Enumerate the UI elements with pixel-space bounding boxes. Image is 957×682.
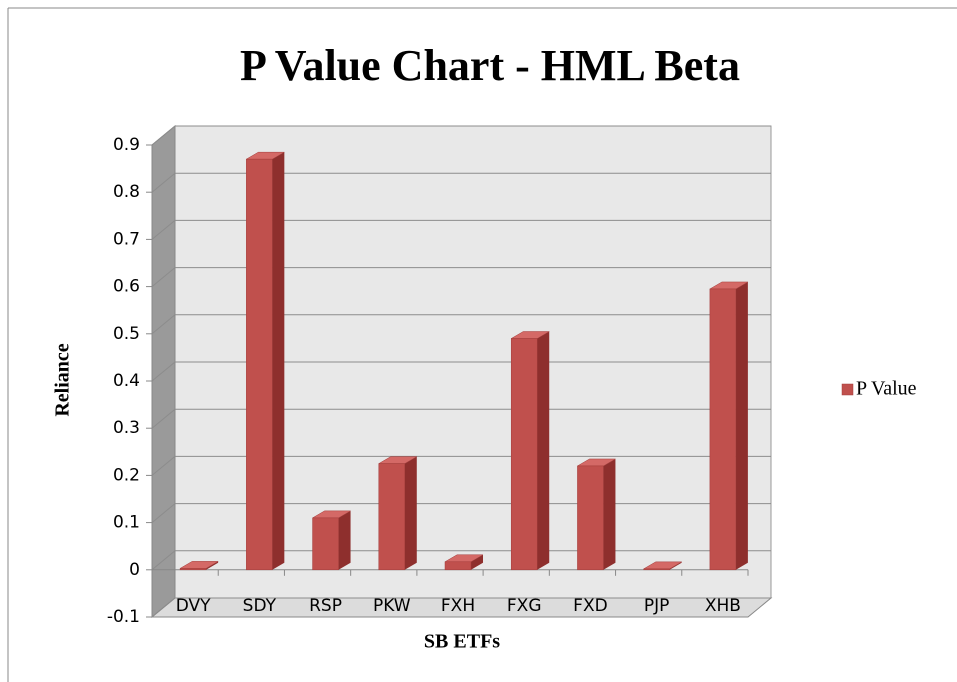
bar-side xyxy=(537,331,550,570)
grid-line-side xyxy=(151,550,176,571)
y-tick-label: 0.3 xyxy=(113,418,140,438)
y-tick-label: 0 xyxy=(129,560,140,580)
y-tick-label: 0.8 xyxy=(113,182,140,202)
bar xyxy=(378,463,406,571)
bar-side xyxy=(272,152,285,570)
grid-line-side xyxy=(151,503,176,523)
grid-line-side xyxy=(151,361,176,382)
x-tick-label: RSP xyxy=(309,596,342,616)
grid-line-side xyxy=(151,220,176,240)
x-tick-label: DVY xyxy=(176,596,211,616)
bar-side xyxy=(338,510,351,570)
y-tick-label: 0.9 xyxy=(113,135,140,155)
y-axis-label: Reliance xyxy=(52,343,74,416)
legend-swatch xyxy=(841,383,854,396)
bar-side xyxy=(603,458,616,570)
bar-side xyxy=(471,554,483,570)
bar xyxy=(312,517,339,571)
y-tick-label: 0.1 xyxy=(113,513,140,533)
grid-line-side xyxy=(151,456,176,476)
legend-label: P Value xyxy=(856,378,917,400)
x-axis-label: SB ETFs xyxy=(424,631,500,653)
bar-side xyxy=(206,561,219,570)
x-tick-label: XHB xyxy=(705,596,741,616)
y-tick-label: 0.2 xyxy=(113,465,140,485)
y-tick-label: 0.6 xyxy=(113,277,140,297)
grid-line-side xyxy=(151,597,176,618)
x-tick-label: FXG xyxy=(507,596,542,616)
chart-title: P Value Chart - HML Beta xyxy=(240,41,740,90)
x-tick-label: FXH xyxy=(441,596,475,616)
x-tick-label: SDY xyxy=(243,596,277,616)
grid-line-side xyxy=(151,267,176,287)
grid-line-side xyxy=(151,172,176,193)
grid-line-side xyxy=(151,314,176,335)
bar xyxy=(444,561,472,571)
y-tick-label: 0.5 xyxy=(113,324,140,344)
x-tick-label: PKW xyxy=(373,596,411,616)
bar xyxy=(577,465,604,571)
bar-side xyxy=(735,281,748,570)
bar xyxy=(643,568,670,571)
grid-line-side xyxy=(151,125,176,146)
x-tick-label: FXD xyxy=(573,596,608,616)
bar xyxy=(709,288,737,571)
y-tick-label: 0.7 xyxy=(113,229,140,249)
bar xyxy=(179,568,207,571)
bar xyxy=(510,338,538,571)
bar xyxy=(246,158,273,571)
y-tick-label: -0.1 xyxy=(107,607,140,627)
grid-line-side xyxy=(151,408,176,429)
bar-side xyxy=(404,456,417,570)
x-tick-label: PJP xyxy=(644,596,670,616)
y-tick-label: 0.4 xyxy=(113,371,140,391)
